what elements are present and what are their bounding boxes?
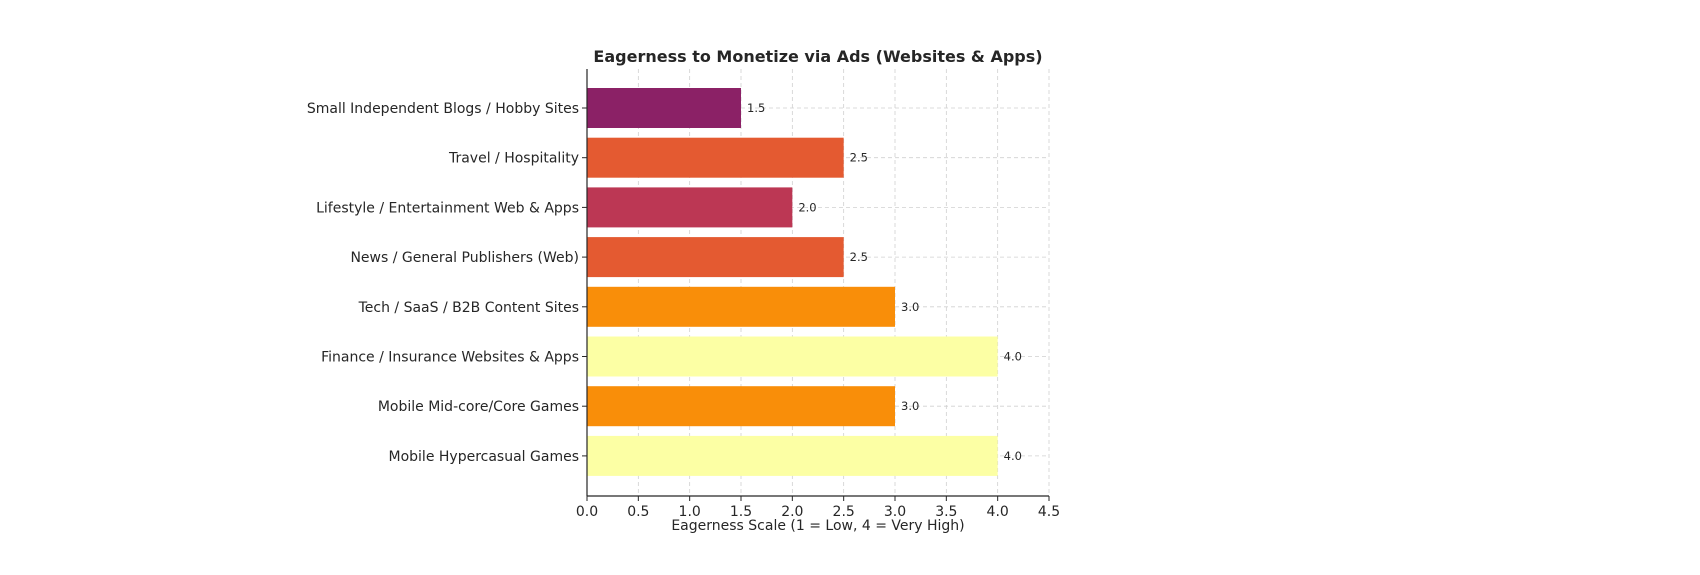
value-label: 2.5	[850, 151, 868, 165]
y-tick-label: Travel / Hospitality	[448, 151, 579, 167]
x-tick-label: 4.5	[1038, 504, 1060, 520]
x-tick-label: 1.5	[730, 504, 752, 520]
value-label: 3.0	[901, 300, 919, 314]
bars: 1.5 2.5 2.0 2.5 3.0 4.0 3.0 4.0	[587, 88, 1022, 476]
y-tick-label: News / General Publishers (Web)	[350, 250, 579, 266]
x-tick-label: 0.5	[627, 504, 649, 520]
y-tick-label: Lifestyle / Entertainment Web & Apps	[316, 200, 579, 216]
grid	[586, 69, 1050, 496]
value-label: 2.0	[798, 200, 816, 214]
bar	[587, 187, 793, 228]
value-label: 2.5	[850, 250, 868, 264]
bar	[587, 88, 741, 128]
bar	[587, 237, 844, 278]
x-tick-label: 3.5	[935, 504, 957, 520]
value-label: 1.5	[747, 101, 765, 115]
chart-title: Eagerness to Monetize via Ads (Websites …	[593, 47, 1042, 66]
bar	[587, 336, 998, 377]
x-tick-label: 2.0	[781, 504, 803, 520]
y-tick-label: Tech / SaaS / B2B Content Sites	[358, 300, 579, 316]
x-axis-label: Eagerness Scale (1 = Low, 4 = Very High)	[671, 518, 964, 534]
y-tick-label: Mobile Mid-core/Core Games	[378, 399, 579, 415]
x-tick-label: 4.0	[987, 504, 1009, 520]
bar	[587, 386, 895, 427]
axes: 0.0 0.5 1.0 1.5 2.0 2.5 3.0 3.5 4.0 4.5 Small Inde…	[307, 69, 1060, 520]
x-tick-label: 3.0	[884, 504, 906, 520]
value-label: 4.0	[1004, 350, 1022, 364]
y-tick-label: Mobile Hypercasual Games	[389, 449, 579, 465]
x-tick-label: 1.0	[679, 504, 701, 520]
value-label: 4.0	[1004, 449, 1022, 463]
y-tick-label: Finance / Insurance Websites & Apps	[321, 350, 579, 366]
value-label: 3.0	[901, 399, 919, 413]
bar	[587, 435, 998, 476]
y-tick-label: Small Independent Blogs / Hobby Sites	[307, 101, 579, 117]
bar	[587, 286, 895, 327]
bar	[587, 137, 844, 178]
x-tick-label: 2.5	[833, 504, 855, 520]
x-tick-label: 0.0	[576, 504, 598, 520]
